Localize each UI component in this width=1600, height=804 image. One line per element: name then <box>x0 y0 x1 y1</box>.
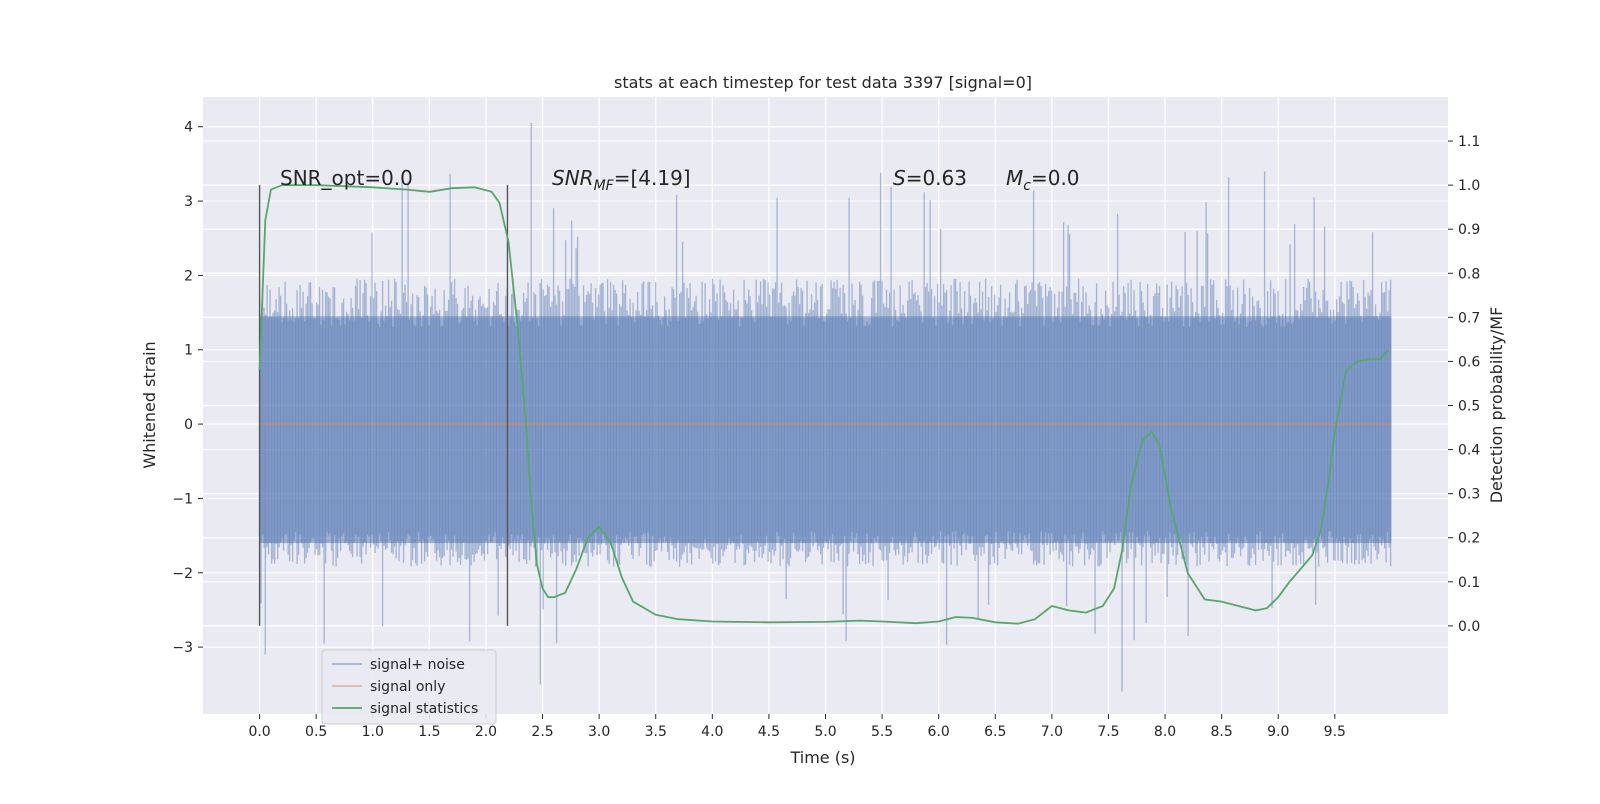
x-tick-label: 9.0 <box>1267 724 1289 740</box>
y-left-tick-label: 0 <box>184 417 193 433</box>
x-tick-label: 2.5 <box>531 724 553 740</box>
x-tick-label: 4.5 <box>758 724 780 740</box>
legend-label-signal-noise: signal+ noise <box>370 657 465 673</box>
x-axis-label: Time (s) <box>789 748 855 767</box>
annotation-mc: Mc=0.0 <box>1006 166 1080 194</box>
annotation-snr-mf-value: =[4.19] <box>614 166 691 190</box>
y-left-tick-label: −1 <box>172 491 193 507</box>
legend-label-signal-only: signal only <box>370 679 445 695</box>
series-signal-statistics <box>258 184 1389 625</box>
x-tick-label: 2.0 <box>475 724 497 740</box>
left-y-axis-ticks: −3 −2 −1 0 1 2 3 4 <box>172 120 203 656</box>
y-right-tick-label: 0.8 <box>1458 266 1480 282</box>
signal-statistics-line <box>258 184 1389 625</box>
y-right-tick-label: 0.2 <box>1458 531 1480 547</box>
y-left-tick-label: −3 <box>172 640 193 656</box>
annotation-s-symbol: S <box>893 166 906 190</box>
series-signal-noise <box>258 123 1392 692</box>
x-axis-ticks: 0.0 0.5 1.0 1.5 2.0 2.5 3.0 3.5 4.0 4.5 5.0 5.5 6.0 6… <box>248 714 1346 740</box>
y-axis-label-left: Whitened strain <box>140 341 159 468</box>
x-tick-label: 6.5 <box>984 724 1006 740</box>
x-tick-label: 7.5 <box>1097 724 1119 740</box>
y-right-tick-label: 0.7 <box>1458 310 1480 326</box>
annotation-snr-opt: SNR_opt=0.0 <box>280 166 413 190</box>
y-right-tick-label: 1.1 <box>1458 134 1480 150</box>
legend-box <box>321 649 497 725</box>
marker-lines <box>258 185 509 626</box>
annotation-snr-mf: SNRMF=[4.19] <box>552 166 691 194</box>
annotation-s-value: =0.63 <box>906 166 967 190</box>
y-right-tick-label: 0.5 <box>1458 399 1480 415</box>
x-tick-label: 1.5 <box>418 724 440 740</box>
noise-band <box>259 316 1392 544</box>
y-right-tick-label: 0.3 <box>1458 487 1480 503</box>
annotation-mc-symbol: M <box>1006 166 1023 190</box>
x-tick-label: 5.0 <box>814 724 836 740</box>
y-right-tick-label: 0.4 <box>1458 443 1480 459</box>
annotation-snr-mf-symbol: SNR <box>552 166 594 190</box>
x-tick-label: 0.0 <box>248 724 270 740</box>
annotation-snr-mf-sub: MF <box>594 178 615 194</box>
y-axis-label-right: Detection probability/MF <box>1487 307 1506 504</box>
y-left-tick-label: 2 <box>184 268 193 284</box>
right-y-axis-ticks: 0.0 0.1 0.2 0.3 0.4 0.5 0.6 0.7 0.8 0.9 1.0 1.1 <box>1448 134 1480 635</box>
x-tick-label: 0.5 <box>305 724 327 740</box>
y-right-tick-label: 1.0 <box>1458 178 1480 194</box>
x-tick-label: 8.5 <box>1211 724 1233 740</box>
y-right-tick-label: 0.0 <box>1458 619 1480 635</box>
y-left-tick-label: 3 <box>184 194 193 210</box>
y-left-tick-label: 4 <box>184 120 193 136</box>
x-tick-label: 5.5 <box>871 724 893 740</box>
chart-title: stats at each timestep for test data 339… <box>614 73 1032 92</box>
legend: signal+ noise signal only signal statist… <box>321 649 497 725</box>
annotations: SNR_opt=0.0 SNRMF=[4.19] S=0.63 Mc=0.0 <box>280 166 1080 194</box>
y-left-tick-label: 1 <box>184 343 193 359</box>
x-tick-label: 3.0 <box>588 724 610 740</box>
y-left-tick-label: −2 <box>172 566 193 582</box>
y-right-tick-label: 0.1 <box>1458 575 1480 591</box>
y-right-tick-label: 0.6 <box>1458 354 1480 370</box>
x-tick-label: 1.0 <box>362 724 384 740</box>
y-right-tick-label: 0.9 <box>1458 222 1480 238</box>
x-tick-label: 4.0 <box>701 724 723 740</box>
x-tick-label: 7.0 <box>1041 724 1063 740</box>
x-tick-label: 8.0 <box>1154 724 1176 740</box>
x-tick-label: 3.5 <box>645 724 667 740</box>
annotation-mc-value: =0.0 <box>1031 166 1080 190</box>
x-tick-label: 9.5 <box>1324 724 1346 740</box>
x-tick-label: 6.0 <box>928 724 950 740</box>
annotation-mc-sub: c <box>1023 178 1031 194</box>
legend-label-signal-statistics: signal statistics <box>370 701 478 717</box>
annotation-s: S=0.63 <box>893 166 967 190</box>
